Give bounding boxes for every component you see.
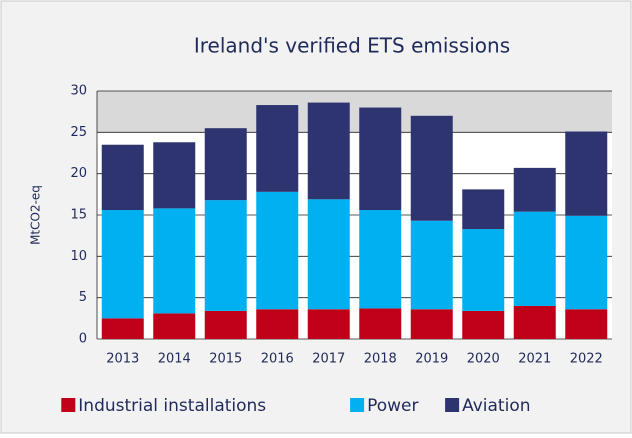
y-tick-label: 15 <box>70 208 87 223</box>
bar-segment <box>204 200 247 311</box>
bar-segment <box>153 208 196 314</box>
bar-segment <box>513 167 556 212</box>
x-tick-label: 2017 <box>312 352 345 367</box>
bar-segment <box>513 211 556 306</box>
y-axis-label: MtCO2-eq <box>29 185 43 245</box>
bar-segment <box>359 308 402 339</box>
plot-band <box>97 91 612 133</box>
y-tick-label: 25 <box>70 125 87 140</box>
x-tick-label: 2015 <box>209 352 242 367</box>
bar-segment <box>462 229 505 311</box>
x-tick-label: 2018 <box>364 352 397 367</box>
y-tick-label: 20 <box>70 166 87 181</box>
bar-segment <box>359 107 402 211</box>
bar-segment <box>307 102 350 200</box>
bar-segment <box>462 310 505 339</box>
bar-segment <box>410 220 453 310</box>
bar-segment <box>204 128 247 201</box>
bar-segment <box>359 210 402 309</box>
x-tick-label: 2019 <box>415 352 448 367</box>
bar-segment <box>256 105 299 192</box>
bar-segment <box>307 199 350 310</box>
bar-segment <box>565 309 608 339</box>
legend-swatch <box>61 398 76 412</box>
bar-segment <box>153 142 196 209</box>
bar-segment <box>256 191 299 310</box>
x-tick-label: 2013 <box>106 352 139 367</box>
y-tick-label: 5 <box>79 290 87 305</box>
bar-segment <box>462 189 505 230</box>
y-tick-label: 30 <box>70 84 87 99</box>
bar-segment <box>256 309 299 339</box>
x-tick-label: 2016 <box>261 352 294 367</box>
x-tick-label: 2014 <box>158 352 191 367</box>
x-tick-label: 2020 <box>467 352 500 367</box>
bar-segment <box>410 115 453 221</box>
legend-label: Aviation <box>462 396 530 416</box>
bar-segment <box>153 313 196 339</box>
x-tick-label: 2022 <box>570 352 603 367</box>
x-tick-label: 2021 <box>518 352 551 367</box>
bar-segment <box>410 309 453 339</box>
bar-segment <box>565 131 608 216</box>
bar-segment <box>565 215 608 310</box>
y-tick-label: 0 <box>79 332 87 347</box>
chart-title: Ireland's verified ETS emissions <box>194 34 510 58</box>
legend-label: Industrial installations <box>78 396 266 416</box>
bar-segment <box>204 310 247 339</box>
bar-segment <box>513 305 556 339</box>
y-tick-label: 10 <box>70 249 87 264</box>
legend-label: Power <box>367 396 418 416</box>
bar-segment <box>101 144 144 211</box>
bar-segment <box>101 318 144 339</box>
legend-swatch <box>350 398 365 412</box>
legend-swatch <box>445 398 460 412</box>
bar-segment <box>307 309 350 339</box>
bar-segment <box>101 210 144 319</box>
